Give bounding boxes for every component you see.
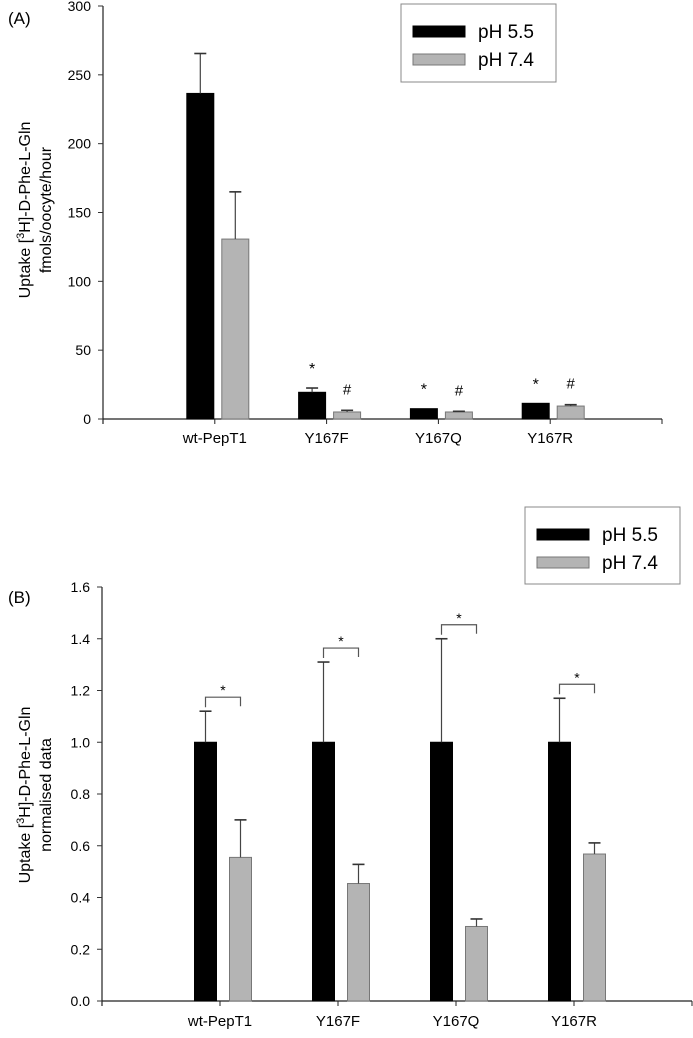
bar-ph-7-4-wt-pept1 bbox=[229, 856, 252, 1002]
legend-box bbox=[400, 3, 557, 83]
x-tick-label: wt-PepT1 bbox=[182, 430, 247, 447]
significance-star: * bbox=[533, 376, 539, 393]
y-tick-label: 1.0 bbox=[71, 734, 91, 750]
legend: pH 5.5 pH 7.4 bbox=[400, 3, 557, 83]
significance-hash: # bbox=[567, 376, 576, 393]
y-tick-label: 0.0 bbox=[71, 993, 91, 1009]
bar-ph-7-4-y167r bbox=[583, 853, 606, 1002]
y-tick-label: 0 bbox=[83, 411, 91, 427]
y-tick-label: 1.4 bbox=[71, 631, 91, 647]
x-tick-label: wt-PepT1 bbox=[187, 1013, 252, 1030]
bar-ph-5-5-y167q bbox=[430, 741, 453, 1002]
legend-label: pH 5.5 bbox=[602, 525, 658, 546]
legend-swatch bbox=[536, 556, 590, 569]
y-tick-label: 0.4 bbox=[71, 890, 91, 906]
significance-star: * bbox=[338, 633, 344, 649]
y-axis-label-line2: normalised data bbox=[38, 738, 55, 852]
significance-bracket bbox=[204, 696, 242, 708]
y-tick-label: 50 bbox=[75, 342, 91, 358]
significance-bracket bbox=[322, 647, 360, 659]
legend-label: pH 7.4 bbox=[478, 50, 534, 71]
bar-ph-7-4-y167r bbox=[556, 405, 585, 420]
y-axis-label-line1: Uptake [3H]-D-Phe-L-Gln bbox=[15, 122, 34, 299]
x-tick-label: Y167F bbox=[316, 1013, 360, 1030]
significance-bracket bbox=[440, 624, 478, 635]
legend-swatch bbox=[412, 25, 466, 38]
chart-panel-a: (A) Uptake [3H]-D-Phe-L-Gln fmols/oocyte/h… bbox=[8, 0, 663, 447]
legend-swatch bbox=[536, 528, 590, 541]
y-tick-label: 150 bbox=[68, 205, 92, 221]
significance-bracket bbox=[558, 683, 596, 695]
significance-star: * bbox=[456, 610, 462, 626]
bar-ph-5-5-y167f bbox=[312, 741, 335, 1002]
bar-ph-7-4-y167f bbox=[347, 883, 370, 1002]
y-tick-label: 200 bbox=[68, 136, 92, 152]
y-tick-label: 1.2 bbox=[71, 683, 91, 699]
bar-ph-7-4-y167f bbox=[333, 411, 362, 420]
y-tick-label: 250 bbox=[68, 67, 92, 83]
legend-box bbox=[524, 506, 681, 585]
bar-ph-5-5-y167q bbox=[409, 408, 438, 420]
significance-star: * bbox=[220, 682, 226, 698]
bar-ph-7-4-y167q bbox=[465, 925, 488, 1002]
legend-swatch bbox=[412, 53, 466, 66]
significance-star: * bbox=[421, 382, 427, 399]
chart-panel-b: (B) Uptake [3H]-D-Phe-L-Gln normalised dat… bbox=[8, 506, 693, 1030]
significance-star: * bbox=[309, 361, 315, 378]
legend-label: pH 5.5 bbox=[478, 22, 534, 43]
y-tick-label: 100 bbox=[68, 273, 92, 289]
y-tick-label: 0.2 bbox=[71, 941, 91, 957]
bar-ph-7-4-wt-pept1 bbox=[221, 238, 250, 420]
significance-star: * bbox=[574, 669, 580, 685]
legend-label: pH 7.4 bbox=[602, 553, 658, 574]
x-tick-label: Y167R bbox=[527, 430, 573, 447]
panel-label: (B) bbox=[8, 588, 31, 607]
panel-label: (A) bbox=[8, 9, 31, 28]
y-tick-label: 1.6 bbox=[71, 579, 91, 595]
y-tick-label: 0.8 bbox=[71, 786, 91, 802]
x-tick-label: Y167Q bbox=[433, 1013, 480, 1030]
significance-hash: # bbox=[455, 382, 464, 399]
y-axis-label-line1: Uptake [3H]-D-Phe-L-Gln bbox=[15, 707, 34, 884]
x-tick-label: Y167F bbox=[304, 430, 348, 447]
bar-ph-5-5-y167f bbox=[298, 391, 327, 420]
y-tick-label: 300 bbox=[68, 0, 92, 14]
x-tick-label: Y167Q bbox=[415, 430, 462, 447]
bar-ph-5-5-y167r bbox=[548, 741, 571, 1002]
x-tick-label: Y167R bbox=[551, 1013, 597, 1030]
significance-hash: # bbox=[343, 381, 352, 398]
bar-ph-5-5-wt-pept1 bbox=[194, 741, 217, 1002]
y-tick-label: 0.6 bbox=[71, 838, 91, 854]
bar-ph-5-5-y167r bbox=[521, 402, 550, 420]
bar-ph-7-4-y167q bbox=[444, 411, 473, 420]
y-axis-label-line2: fmols/oocyte/hour bbox=[38, 146, 55, 273]
bar-ph-5-5-wt-pept1 bbox=[186, 92, 215, 420]
legend: pH 5.5 pH 7.4 bbox=[524, 506, 681, 585]
